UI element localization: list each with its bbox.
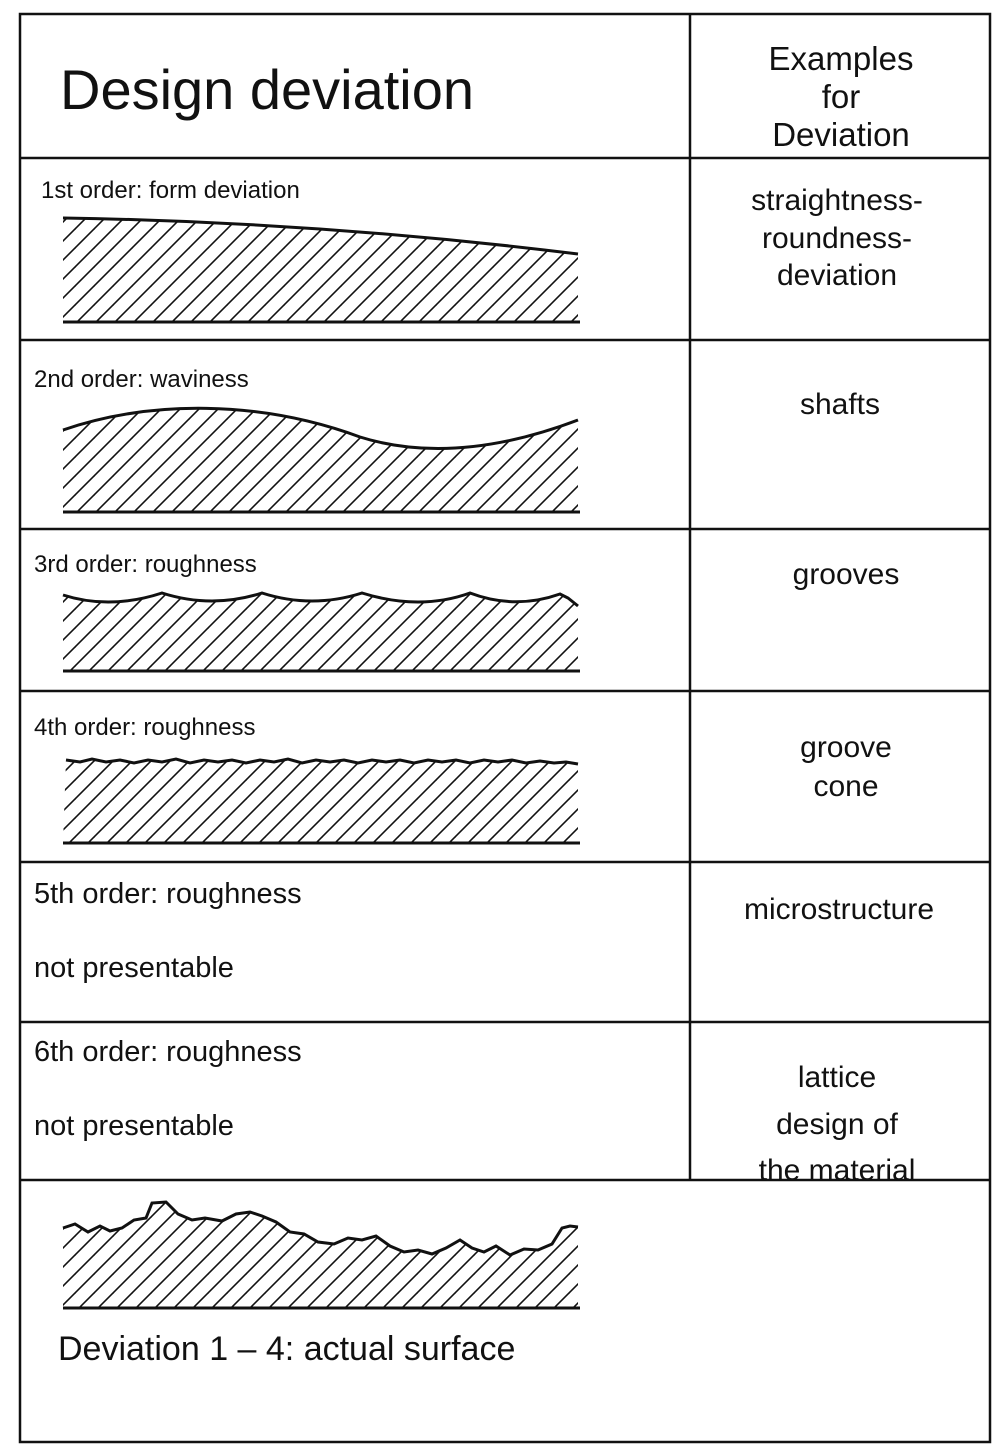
row-5-note: not presentable xyxy=(34,952,234,984)
row-5-example: microstructure xyxy=(743,893,935,926)
examples-column-header: Examples for Deviation xyxy=(768,40,914,153)
row-6-note: not presentable xyxy=(34,1110,234,1142)
row-2-label: 2nd order: waviness xyxy=(34,366,249,393)
profile-grooves xyxy=(62,591,580,673)
row-4-example: groove cone xyxy=(800,731,892,803)
profile-form-deviation xyxy=(62,216,580,324)
table-border xyxy=(18,12,992,1444)
footer-caption: Deviation 1 – 4: actual surface xyxy=(58,1330,516,1368)
row-1-label: 1st order: form deviation xyxy=(41,177,300,204)
row-3-label: 3rd order: roughness xyxy=(34,551,257,578)
row-5-label: 5th order: roughness xyxy=(34,878,302,910)
row-2-example: shafts xyxy=(799,388,881,421)
profile-actual-surface xyxy=(62,1200,580,1310)
profile-fine-roughness xyxy=(63,757,580,845)
row-4-label: 4th order: roughness xyxy=(34,714,256,741)
row-3-example: grooves xyxy=(792,558,900,591)
profile-waviness xyxy=(62,406,580,514)
page-title: Design deviation xyxy=(60,58,475,121)
row-1-example: straightness- roundness- deviation xyxy=(751,184,923,292)
row-6-example: lattice design of the material xyxy=(758,1061,916,1187)
row-6-label: 6th order: roughness xyxy=(34,1036,302,1068)
table-grid xyxy=(18,12,992,1444)
